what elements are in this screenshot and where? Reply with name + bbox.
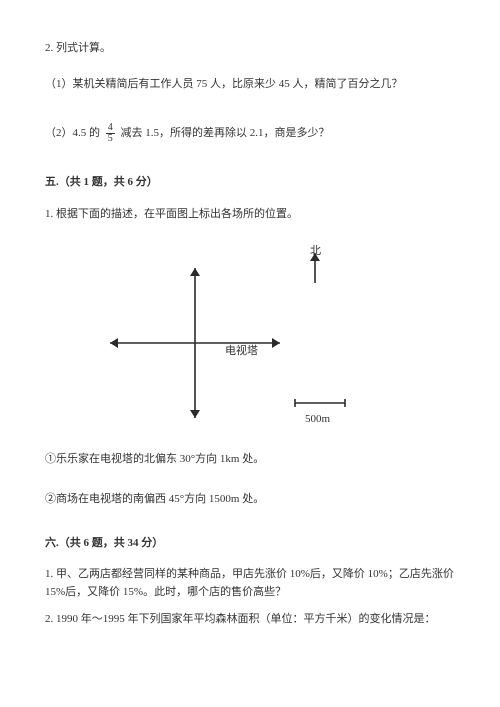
tv-tower-label: 电视塔	[225, 343, 258, 361]
fraction-denominator: 5	[106, 134, 115, 144]
q2-item2-part-a: （2）4.5 的	[45, 127, 100, 139]
section6-q2: 2. 1990 年～1995 年下列国家年平均森林面积（单位：平方千米）的变化情…	[45, 611, 455, 629]
diagram-svg	[95, 233, 375, 433]
section6-q1: 1. 甲、乙两店都经营同样的某种商品，甲店先涨价 10%后，又降价 10%；乙店…	[45, 566, 455, 601]
q2-item2: （2）4.5 的 4 5 减去 1.5，所得的差再除以 2.1，商是多少？	[45, 123, 455, 144]
section5-desc2: ②商场在电视塔的南偏西 45°方向 1500m 处。	[45, 491, 455, 509]
scale-label: 500m	[305, 411, 330, 429]
north-label: 北	[310, 243, 321, 261]
q2-item1: （1）某机关精简后有工作人员 75 人，比原来少 45 人，精简了百分之几？	[45, 76, 455, 94]
fraction-4-5: 4 5	[106, 123, 115, 144]
position-diagram: 北 电视塔 500m	[95, 233, 375, 433]
section6-heading: 六.（共 6 题，共 34 分）	[45, 535, 455, 553]
section5-heading: 五.（共 1 题，共 6 分）	[45, 174, 455, 192]
section5-q1: 1. 根据下面的描述，在平面图上标出各场所的位置。	[45, 206, 455, 224]
q2-title: 2. 列式计算。	[45, 40, 455, 58]
q2-item2-part-b: 减去 1.5，所得的差再除以 2.1，商是多少？	[121, 127, 330, 139]
section5-desc1: ①乐乐家在电视塔的北偏东 30°方向 1km 处。	[45, 451, 455, 469]
